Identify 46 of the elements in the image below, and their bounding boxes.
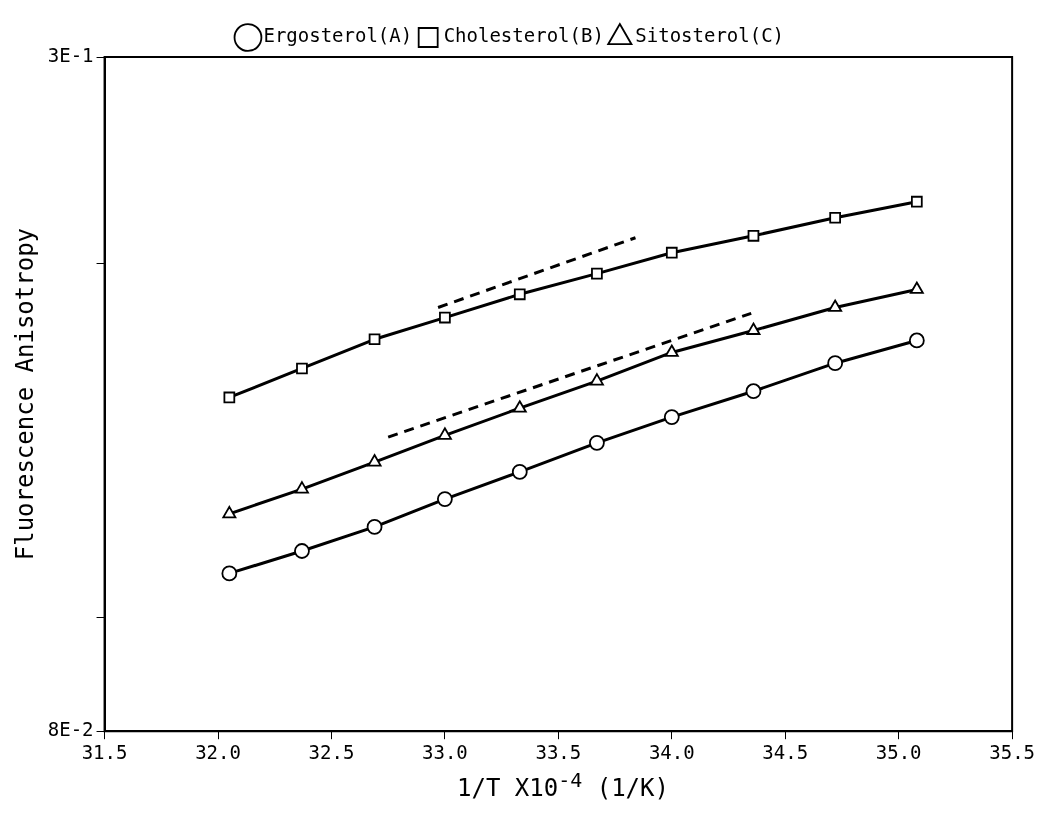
point <box>366 519 383 535</box>
legend-label: Ergosterol(A) <box>263 24 413 47</box>
point <box>436 491 453 507</box>
point <box>591 267 603 280</box>
point <box>439 311 451 324</box>
y-tick-label: 3E-1 <box>47 43 94 66</box>
point <box>294 543 310 559</box>
point <box>908 332 925 349</box>
point <box>829 211 841 224</box>
point <box>665 246 678 259</box>
y-axis-title: Fluorescence Anisotropy <box>10 227 39 561</box>
point <box>589 373 604 386</box>
point <box>589 434 605 451</box>
x-tick-label: 33.0 <box>422 740 468 763</box>
x-tick-label: 31.5 <box>81 740 128 763</box>
point <box>511 464 528 480</box>
point <box>367 454 382 467</box>
x-tick-label: 32.5 <box>308 740 355 763</box>
point <box>909 281 924 294</box>
x-tick-label: 34.0 <box>648 740 695 763</box>
point <box>828 299 843 312</box>
point <box>664 344 679 357</box>
point <box>296 362 308 375</box>
x-tick-label: 32.0 <box>195 740 241 763</box>
point <box>223 391 236 404</box>
x-tick-label: 34.5 <box>762 740 809 763</box>
point <box>437 427 452 440</box>
point <box>513 288 526 301</box>
point <box>745 383 762 400</box>
x-axis-title: 1/T X10$^{-4}$ (1/K) <box>456 768 670 802</box>
point <box>221 565 238 582</box>
point <box>746 322 761 335</box>
x-tick-label: 33.5 <box>535 740 582 763</box>
y-tick-label: 8E-2 <box>47 718 94 741</box>
point <box>368 333 381 346</box>
x-tick-label: 35.5 <box>989 740 1035 763</box>
legend-label: Sitosterol(C) <box>635 24 785 47</box>
point <box>294 481 309 494</box>
point <box>663 409 680 425</box>
x-tick-label: 35.0 <box>875 740 922 763</box>
point <box>910 195 923 208</box>
point <box>827 355 844 372</box>
legend-label: Cholesterol(B) <box>443 24 604 47</box>
point <box>747 229 760 242</box>
point <box>222 505 237 519</box>
point <box>512 400 527 413</box>
